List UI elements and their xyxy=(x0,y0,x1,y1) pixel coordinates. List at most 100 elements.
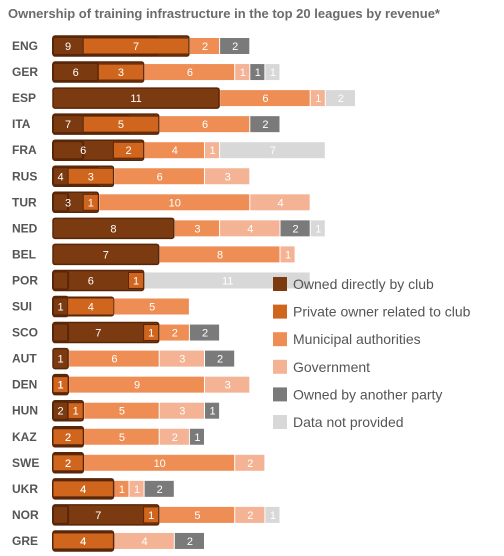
value-label-municipal-authorities-sui: 5 xyxy=(149,302,155,314)
value-label-government-ned: 4 xyxy=(247,223,253,235)
value-label-municipal-authorities-fra: 4 xyxy=(172,145,178,157)
value-label-owned-hun: 2 xyxy=(57,406,63,418)
bar-private-owner-gre xyxy=(52,532,114,550)
value-label-government-bel: 1 xyxy=(285,249,291,261)
value-label-municipal-authorities-sco: 2 xyxy=(172,328,178,340)
category-label-kaz: KAZ xyxy=(12,430,37,444)
value-label-municipal-authorities-aut: 6 xyxy=(111,354,117,366)
value-label-owned-aut: 1 xyxy=(57,354,63,366)
bar-private-owner-sui xyxy=(68,298,114,315)
value-label-owned-by-another-party-ger: 1 xyxy=(255,67,261,79)
value-label-municipal-authorities-ned: 3 xyxy=(194,223,200,235)
bar-government-ned xyxy=(220,220,280,237)
value-label-owned-by-another-party-gre: 2 xyxy=(187,536,193,548)
value-label-owned-ukr: 4 xyxy=(80,484,86,496)
value-label-owned-eng: 9 xyxy=(65,41,71,53)
category-label-swe: SWE xyxy=(12,456,39,470)
bar-municipal-authorities-ukr xyxy=(114,480,129,497)
value-label-municipal-authorities-tur: 10 xyxy=(169,197,181,209)
value-label-private-ukr: 4 xyxy=(80,484,86,496)
bar-private-owner-kaz xyxy=(52,428,84,446)
category-label-esp: ESP xyxy=(12,91,36,105)
value-label-private-tur: 1 xyxy=(88,197,94,209)
bar-owned-by-another-party-ita xyxy=(250,116,280,133)
category-label-hun: HUN xyxy=(12,404,38,418)
value-label-owned-by-another-party-ukr: 2 xyxy=(157,484,163,496)
category-label-rus: RUS xyxy=(12,169,37,183)
value-label-municipal-authorities-bel: 8 xyxy=(217,249,223,261)
value-label-data-not-provided-ned: 1 xyxy=(315,223,321,235)
bar-owned-directly-aut xyxy=(52,347,69,370)
bar-municipal-authorities-fra xyxy=(144,142,204,159)
value-label-municipal-authorities-nor: 5 xyxy=(194,510,200,522)
bar-data-not-provided-ger xyxy=(265,64,280,81)
legend-label-municipal-authorities: Municipal authorities xyxy=(293,331,421,347)
bar-data-not-provided-esp xyxy=(325,90,355,107)
value-label-owned-ita: 7 xyxy=(65,119,71,131)
value-label-municipal-authorities-hun: 5 xyxy=(119,406,125,418)
value-label-private-rus: 3 xyxy=(88,171,94,183)
value-label-owned-ned: 8 xyxy=(110,223,116,235)
bar-owned-by-another-party-ned xyxy=(280,220,310,237)
legend-label-private-owner-related-to-club: Private owner related to club xyxy=(293,304,471,320)
value-label-data-not-provided-fra: 7 xyxy=(270,145,276,157)
category-label-aut: AUT xyxy=(12,352,37,366)
value-label-owned-bel: 7 xyxy=(103,249,109,261)
value-label-government-gre: 4 xyxy=(142,536,148,548)
value-label-private-swe: 2 xyxy=(65,458,71,470)
value-label-government-kaz: 2 xyxy=(172,432,178,444)
value-label-municipal-authorities-esp: 6 xyxy=(262,93,268,105)
bar-private-owner-outline-fra xyxy=(52,140,85,161)
value-label-government-rus: 3 xyxy=(225,171,231,183)
value-label-government-aut: 3 xyxy=(179,354,185,366)
bar-government-swe xyxy=(235,454,265,471)
bar-municipal-authorities-swe xyxy=(84,454,235,471)
bar-government-tur xyxy=(250,194,310,211)
value-label-government-den: 3 xyxy=(225,380,231,392)
bar-municipal-authorities-ger xyxy=(144,64,235,81)
bar-government-bel xyxy=(280,246,295,263)
value-label-owned-by-another-party-aut: 2 xyxy=(217,354,223,366)
value-label-municipal-authorities-ger: 6 xyxy=(187,67,193,79)
bar-owned-directly-ned xyxy=(52,217,175,240)
chart-title: Ownership of training infrastructure in … xyxy=(8,6,440,21)
category-label-ger: GER xyxy=(12,65,38,79)
bar-municipal-authorities-nor xyxy=(159,506,235,523)
value-label-municipal-authorities-rus: 6 xyxy=(157,171,163,183)
value-label-private-nor: 1 xyxy=(148,510,154,522)
bar-data-not-provided-por xyxy=(144,272,310,289)
bar-municipal-authorities-sco xyxy=(159,324,189,341)
value-label-owned-by-another-party-hun: 1 xyxy=(209,406,215,418)
category-label-nor: NOR xyxy=(12,508,39,522)
value-label-data-not-provided-por: 11 xyxy=(222,275,233,287)
value-label-municipal-authorities-eng: 2 xyxy=(202,41,208,53)
bar-owned-by-another-party-sco xyxy=(189,324,220,341)
legend-swatch-government xyxy=(273,359,287,374)
value-label-government-ukr: 1 xyxy=(134,484,140,496)
bar-private-owner-outline-sco xyxy=(52,322,70,343)
bar-government-nor xyxy=(235,506,265,523)
bar-municipal-authorities-ita xyxy=(159,116,250,133)
value-label-private-sco: 1 xyxy=(148,328,154,340)
value-label-owned-den: 1 xyxy=(57,380,63,392)
bar-municipal-authorities-kaz xyxy=(84,428,159,445)
value-label-government-tur: 4 xyxy=(277,197,283,209)
bar-private-owner-outline-por xyxy=(52,270,70,291)
value-label-private-kaz: 2 xyxy=(65,432,71,444)
value-label-government-swe: 2 xyxy=(247,458,253,470)
value-label-owned-esp: 11 xyxy=(130,93,141,105)
legend-swatch-private-owner-related-to-club xyxy=(273,304,287,319)
bar-government-aut xyxy=(159,350,204,367)
value-label-data-not-provided-ger: 1 xyxy=(270,67,276,79)
value-label-private-ita: 5 xyxy=(118,119,124,131)
bar-municipal-authorities-esp xyxy=(220,90,310,107)
bar-owned-by-another-party-aut xyxy=(205,350,235,367)
value-label-owned-sco: 7 xyxy=(95,328,101,340)
bar-private-owner-outline-tur xyxy=(52,192,70,213)
value-label-owned-tur: 3 xyxy=(65,197,71,209)
bar-government-den xyxy=(205,376,250,393)
bar-private-owner-nor xyxy=(143,506,160,524)
bar-government-rus xyxy=(205,168,250,185)
category-label-fra: FRA xyxy=(12,143,37,157)
bar-government-fra xyxy=(205,142,220,159)
